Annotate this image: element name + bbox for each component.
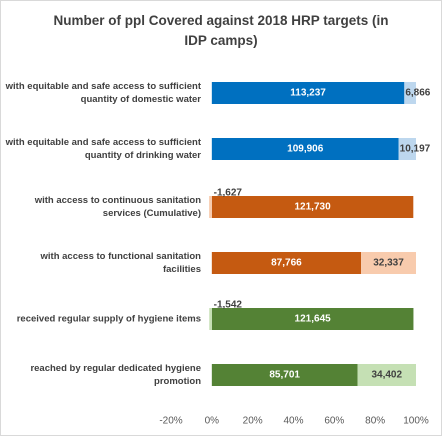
value-label: 121,645 [295, 314, 332, 325]
category-label: reached by regular dedicated hygiene pro… [30, 363, 201, 387]
x-tick-label: 100% [403, 416, 429, 427]
value-label: 6,866 [405, 88, 430, 99]
value-label: 87,766 [271, 258, 302, 269]
value-label: 121,730 [294, 202, 331, 213]
bar-segment [211, 196, 414, 218]
value-label: -1,542 [214, 300, 243, 311]
bar-segment [361, 252, 416, 274]
x-tick-label: 60% [324, 416, 344, 427]
x-tick-label: 0% [205, 416, 220, 427]
bar-segment [211, 364, 358, 386]
value-label: 34,402 [371, 370, 402, 381]
x-tick-label: 20% [243, 416, 263, 427]
bar-segment [209, 308, 212, 330]
x-tick-label: 80% [365, 416, 385, 427]
category-label: with access to continuous sanitation ser… [34, 195, 201, 219]
category-label: with access to functional sanitation fac… [40, 251, 201, 275]
chart-title: Number of ppl Covered against 2018 HRP t… [53, 13, 389, 48]
value-label: 85,701 [269, 370, 300, 381]
bar-segment [211, 138, 399, 160]
bar-segment [357, 364, 416, 386]
value-label: -1,627 [214, 188, 243, 199]
x-tick-label: -20% [159, 416, 182, 427]
category-label: received regular supply of hygiene items [16, 313, 201, 325]
bar-segment [211, 252, 362, 274]
value-label: 10,197 [400, 144, 431, 155]
category-label: with equitable and safe access to suffic… [5, 137, 201, 161]
bar-segment [211, 308, 414, 330]
value-label: 109,906 [287, 144, 324, 155]
bar-segment [209, 196, 212, 218]
bar-segment [211, 82, 405, 104]
category-label: with equitable and safe access to suffic… [5, 81, 201, 105]
bar-segment [398, 138, 416, 160]
x-tick-label: 40% [283, 416, 303, 427]
value-label: 32,337 [373, 258, 404, 269]
bar-segment [404, 82, 416, 104]
value-label: 113,237 [290, 88, 326, 99]
